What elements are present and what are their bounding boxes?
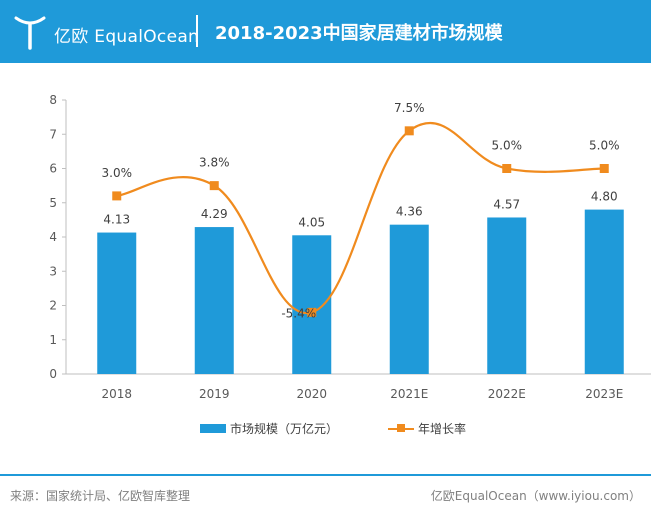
equalocean-logo-icon [14, 16, 46, 50]
legend-label-growth-rate: 年增长率 [418, 422, 467, 436]
legend-item-growth-rate: 年增长率 [388, 420, 466, 437]
legend-line-swatch [388, 424, 414, 433]
x-tick-label: 2022E [488, 387, 526, 401]
x-tick-label: 2018 [101, 387, 132, 401]
footer-divider [0, 474, 651, 476]
bar [292, 235, 332, 374]
x-axis: 2018 2019 2020 2021E 2022E 2023E [66, 373, 651, 401]
bar [487, 217, 527, 374]
bar [97, 232, 137, 374]
legend-label-market-size: 市场规模（万亿元） [230, 422, 339, 436]
bar-value-label: 4.36 [396, 205, 423, 219]
growth-value-label: 7.5% [394, 101, 425, 115]
bar-labels: 4.13 4.29 4.05 4.36 4.57 4.80 [103, 190, 617, 230]
legend-item-market-size: 市场规模（万亿元） [200, 420, 338, 437]
growth-marker [209, 181, 219, 191]
chart-title: 2018-2023中国家居建材市场规模 [215, 23, 503, 44]
legend: 市场规模（万亿元） 年增长率 [0, 420, 651, 444]
growth-labels: 3.0% 3.8% -5.4% 7.5% 5.0% 5.0% [102, 101, 620, 321]
bar-series [97, 209, 624, 374]
bar-value-label: 4.05 [298, 215, 325, 229]
x-tick-label: 2023E [585, 387, 623, 401]
bar-value-label: 4.80 [591, 190, 618, 204]
growth-line-series [112, 122, 609, 317]
y-tick-label: 5 [49, 196, 57, 210]
credit-note: 亿欧EqualOcean（www.iyiou.com） [430, 489, 641, 503]
bar [194, 227, 234, 374]
growth-marker [599, 164, 609, 173]
growth-marker [404, 126, 414, 136]
y-tick-label: 0 [49, 367, 57, 381]
growth-value-label: -5.4% [281, 306, 316, 320]
growth-value-label: 3.0% [102, 166, 133, 180]
bar-value-label: 4.29 [201, 207, 228, 221]
growth-marker [502, 164, 512, 173]
bar-value-label: 4.13 [103, 213, 130, 227]
y-axis: 0 1 2 3 4 5 6 7 8 [49, 93, 67, 381]
growth-value-label: 3.8% [199, 156, 230, 170]
y-tick-label: 8 [49, 93, 57, 107]
brand-name: 亿欧 EqualOcean [54, 27, 200, 47]
y-tick-label: 1 [49, 333, 57, 347]
header-bar: 亿欧 EqualOcean 2018-2023中国家居建材市场规模 [0, 0, 651, 63]
growth-marker [112, 191, 122, 201]
bar [584, 209, 624, 374]
bar-value-label: 4.57 [493, 197, 520, 211]
x-tick-label: 2021E [390, 387, 428, 401]
x-tick-label: 2019 [199, 387, 230, 401]
growth-value-label: 5.0% [589, 139, 620, 153]
y-tick-label: 7 [49, 127, 57, 141]
legend-bar-swatch [200, 424, 226, 433]
growth-value-label: 5.0% [492, 139, 523, 153]
y-tick-label: 2 [49, 299, 57, 313]
y-tick-label: 4 [49, 230, 57, 244]
header-divider [196, 15, 198, 47]
bar [389, 224, 429, 374]
growth-marker [307, 307, 317, 317]
chart-plot: 0 1 2 3 4 5 6 7 8 2018 2019 2020 2021E 2022E 2023E 4.… [49, 93, 651, 401]
x-tick-label: 2020 [296, 387, 327, 401]
y-tick-label: 6 [49, 162, 57, 176]
source-note: 来源：国家统计局、亿欧智库整理 [10, 489, 191, 503]
growth-line [116, 122, 605, 315]
y-tick-label: 3 [49, 264, 57, 278]
